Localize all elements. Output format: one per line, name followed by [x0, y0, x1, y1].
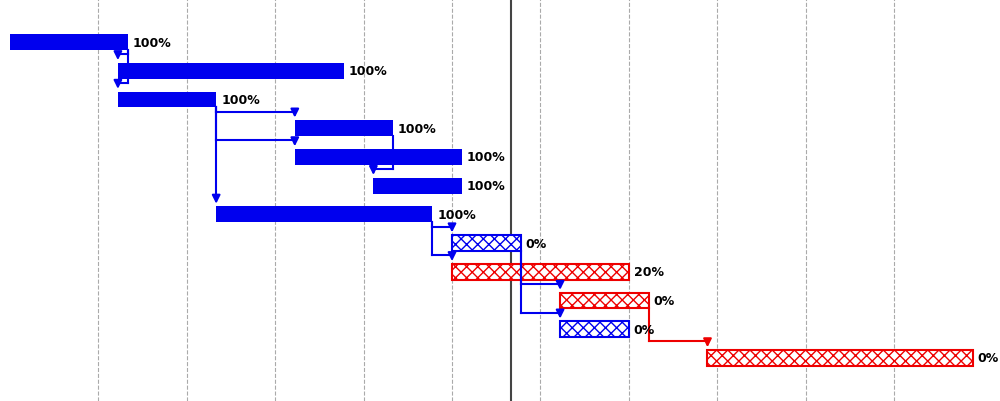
Text: 100%: 100% [221, 94, 260, 107]
Bar [452, 236, 521, 251]
Bar [118, 64, 344, 79]
Text: 0%: 0% [634, 323, 655, 336]
Bar [295, 121, 393, 137]
Bar [452, 236, 521, 251]
Text: 100%: 100% [467, 151, 505, 164]
Bar [560, 293, 649, 309]
Bar [295, 150, 462, 165]
Text: 0%: 0% [978, 352, 999, 365]
Bar [452, 264, 629, 280]
Bar [373, 178, 462, 194]
Text: 100%: 100% [349, 65, 388, 78]
Text: 0%: 0% [653, 294, 675, 307]
Text: 100%: 100% [467, 180, 505, 192]
Bar [707, 350, 973, 366]
Bar [560, 322, 629, 337]
Text: 100%: 100% [133, 36, 171, 49]
Bar [560, 322, 629, 337]
Bar [560, 293, 649, 309]
Bar [216, 207, 432, 223]
Text: 20%: 20% [634, 265, 664, 279]
Text: 100%: 100% [398, 122, 437, 136]
Bar [10, 35, 128, 51]
Text: 0%: 0% [526, 237, 547, 250]
Bar [707, 350, 973, 366]
Bar [452, 264, 629, 280]
Text: 100%: 100% [437, 209, 476, 221]
Bar [118, 92, 216, 108]
